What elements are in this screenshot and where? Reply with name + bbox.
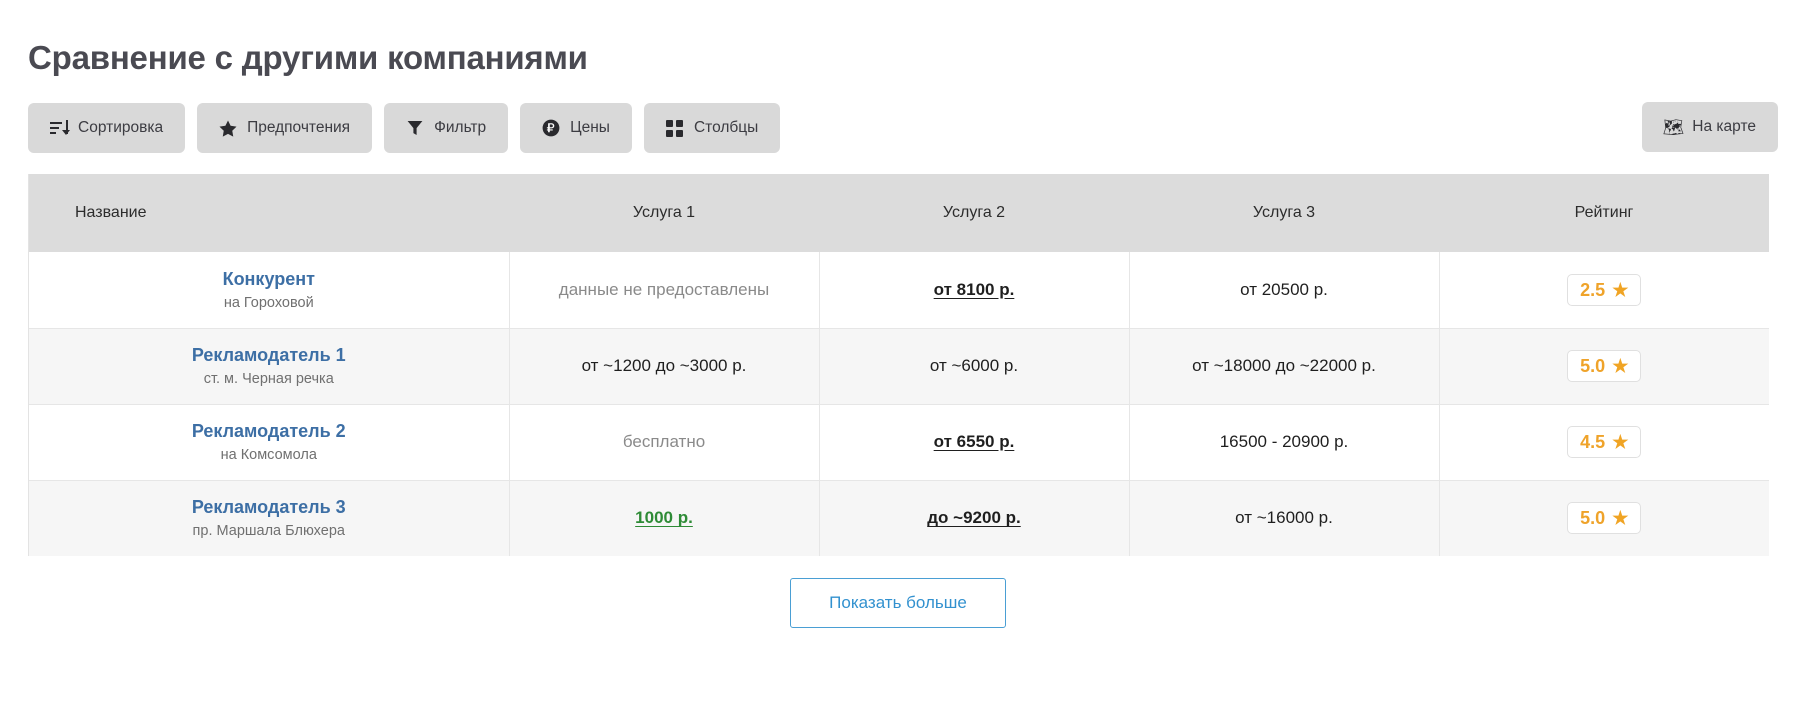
preferences-button-label: Предпочтения [247,119,351,136]
map-button[interactable]: 🗺 На карте [1642,102,1778,152]
map-button-label: На карте [1692,118,1756,135]
rating-badge: 4.5 ★ [1567,426,1642,458]
preferences-button[interactable]: Предпочтения [197,103,373,153]
service-2-value[interactable]: от 8100 р. [933,279,1015,299]
map-icon: 🗺 [1662,117,1685,137]
service-2-value[interactable]: от 6550 р. [933,432,1015,451]
rating-value: 4.5 [1580,432,1606,452]
table-row: Конкурент на Гороховой данные не предост… [29,252,1769,329]
prices-button[interactable]: Цены [520,103,632,153]
company-address: ст. м. Черная речка [203,371,334,387]
star-icon: ★ [1612,508,1629,529]
table-row: Рекламодатель 1 ст. м. Черная речка от ~… [29,328,1769,405]
rating-value: 5.0 [1580,356,1606,376]
company-cell: Рекламодатель 3 пр. Маршала Блюхера [29,480,510,556]
service-2-cell: от 8100 р. [819,252,1130,329]
service-1-value: от ~1200 до ~3000 р. [581,356,747,375]
service-3-cell: 16500 - 20900 р. [1129,404,1440,481]
columns-button-label: Столбцы [693,119,759,136]
sort-button[interactable]: Сортировка [28,103,186,153]
rating-value: 5.0 [1580,508,1606,529]
table-footer: Показать больше [28,578,1768,628]
star-icon: ★ [1612,279,1629,300]
company-link[interactable]: Рекламодатель 1 [191,345,346,365]
company-address: пр. Маршала Блюхера [192,523,345,540]
company-cell: Конкурент на Гороховой [29,252,510,329]
grid-icon [666,119,684,137]
service-2-value: от ~6000 р. [929,356,1019,375]
star-icon: ★ [1612,432,1629,452]
table-header: Название Услуга 1 Услуга 2 Услуга 3 Рейт… [29,174,1769,252]
column-header-service-3[interactable]: Услуга 3 [1129,174,1439,252]
rating-cell: 2.5 ★ [1439,252,1769,329]
columns-button[interactable]: Столбцы [643,103,781,153]
company-address: на Гороховой [223,294,314,311]
service-3-value: от 20500 р. [1240,279,1328,299]
page-title: Сравнение с другими компаниями [28,39,588,76]
rating-badge: 5.0 ★ [1567,502,1642,535]
prices-button-label: Цены [570,119,610,136]
comparison-table: Название Услуга 1 Услуга 2 Услуга 3 Рейт… [29,174,1769,556]
service-3-cell: от ~16000 р. [1129,480,1440,556]
star-icon [219,119,237,137]
toolbar: Сортировка Предпочтения Фильтр Цены [28,102,1778,154]
company-cell: Рекламодатель 2 на Комсомола [29,404,510,481]
table-row: Рекламодатель 3 пр. Маршала Блюхера 1000… [29,480,1769,556]
rating-badge: 5.0 ★ [1567,350,1642,382]
column-header-name[interactable]: Название [29,174,509,252]
company-cell: Рекламодатель 1 ст. м. Черная речка [29,328,510,405]
show-more-button[interactable]: Показать больше [790,578,1006,628]
service-1-cell: 1000 р. [509,480,820,556]
filter-button[interactable]: Фильтр [384,103,509,153]
service-1-cell: данные не предоставлены [509,252,820,329]
service-3-value: 16500 - 20900 р. [1219,432,1349,451]
service-1-value: бесплатно [622,432,706,451]
sort-icon [50,119,70,137]
company-address: на Комсомола [220,447,317,463]
service-1-value: данные не предоставлены [558,279,770,299]
service-2-cell: до ~9200 р. [819,480,1130,556]
service-1-cell: от ~1200 до ~3000 р. [509,328,820,405]
star-icon: ★ [1612,356,1629,376]
company-link[interactable]: Рекламодатель 2 [191,421,346,441]
sort-button-label: Сортировка [78,119,164,136]
company-link[interactable]: Конкурент [222,268,315,289]
table-row: Рекламодатель 2 на Комсомола бесплатно о… [29,404,1769,481]
rating-cell: 5.0 ★ [1439,480,1769,556]
column-header-service-1[interactable]: Услуга 1 [509,174,819,252]
rating-value: 2.5 [1580,279,1606,300]
column-header-rating[interactable]: Рейтинг [1439,174,1769,252]
service-3-cell: от 20500 р. [1129,252,1440,329]
column-header-service-2[interactable]: Услуга 2 [819,174,1129,252]
service-1-cell: бесплатно [509,404,820,481]
ruble-circle-icon [542,119,560,137]
table-header-row: Название Услуга 1 Услуга 2 Услуга 3 Рейт… [29,174,1769,252]
service-3-value: от ~16000 р. [1235,508,1333,528]
service-3-value: от ~18000 до ~22000 р. [1192,356,1376,375]
service-2-value[interactable]: до ~9200 р. [927,508,1021,528]
table-body: Конкурент на Гороховой данные не предост… [29,252,1769,556]
funnel-icon [406,119,424,137]
comparison-table-wrapper: Название Услуга 1 Услуга 2 Услуга 3 Рейт… [28,174,1769,556]
rating-badge: 2.5 ★ [1567,273,1642,306]
company-link[interactable]: Рекламодатель 3 [191,497,346,518]
filter-button-label: Фильтр [434,119,487,136]
service-1-value[interactable]: 1000 р. [635,508,693,528]
service-2-cell: от ~6000 р. [819,328,1130,405]
rating-cell: 4.5 ★ [1439,404,1769,481]
service-2-cell: от 6550 р. [819,404,1130,481]
rating-cell: 5.0 ★ [1439,328,1769,405]
service-3-cell: от ~18000 до ~22000 р. [1129,328,1440,405]
